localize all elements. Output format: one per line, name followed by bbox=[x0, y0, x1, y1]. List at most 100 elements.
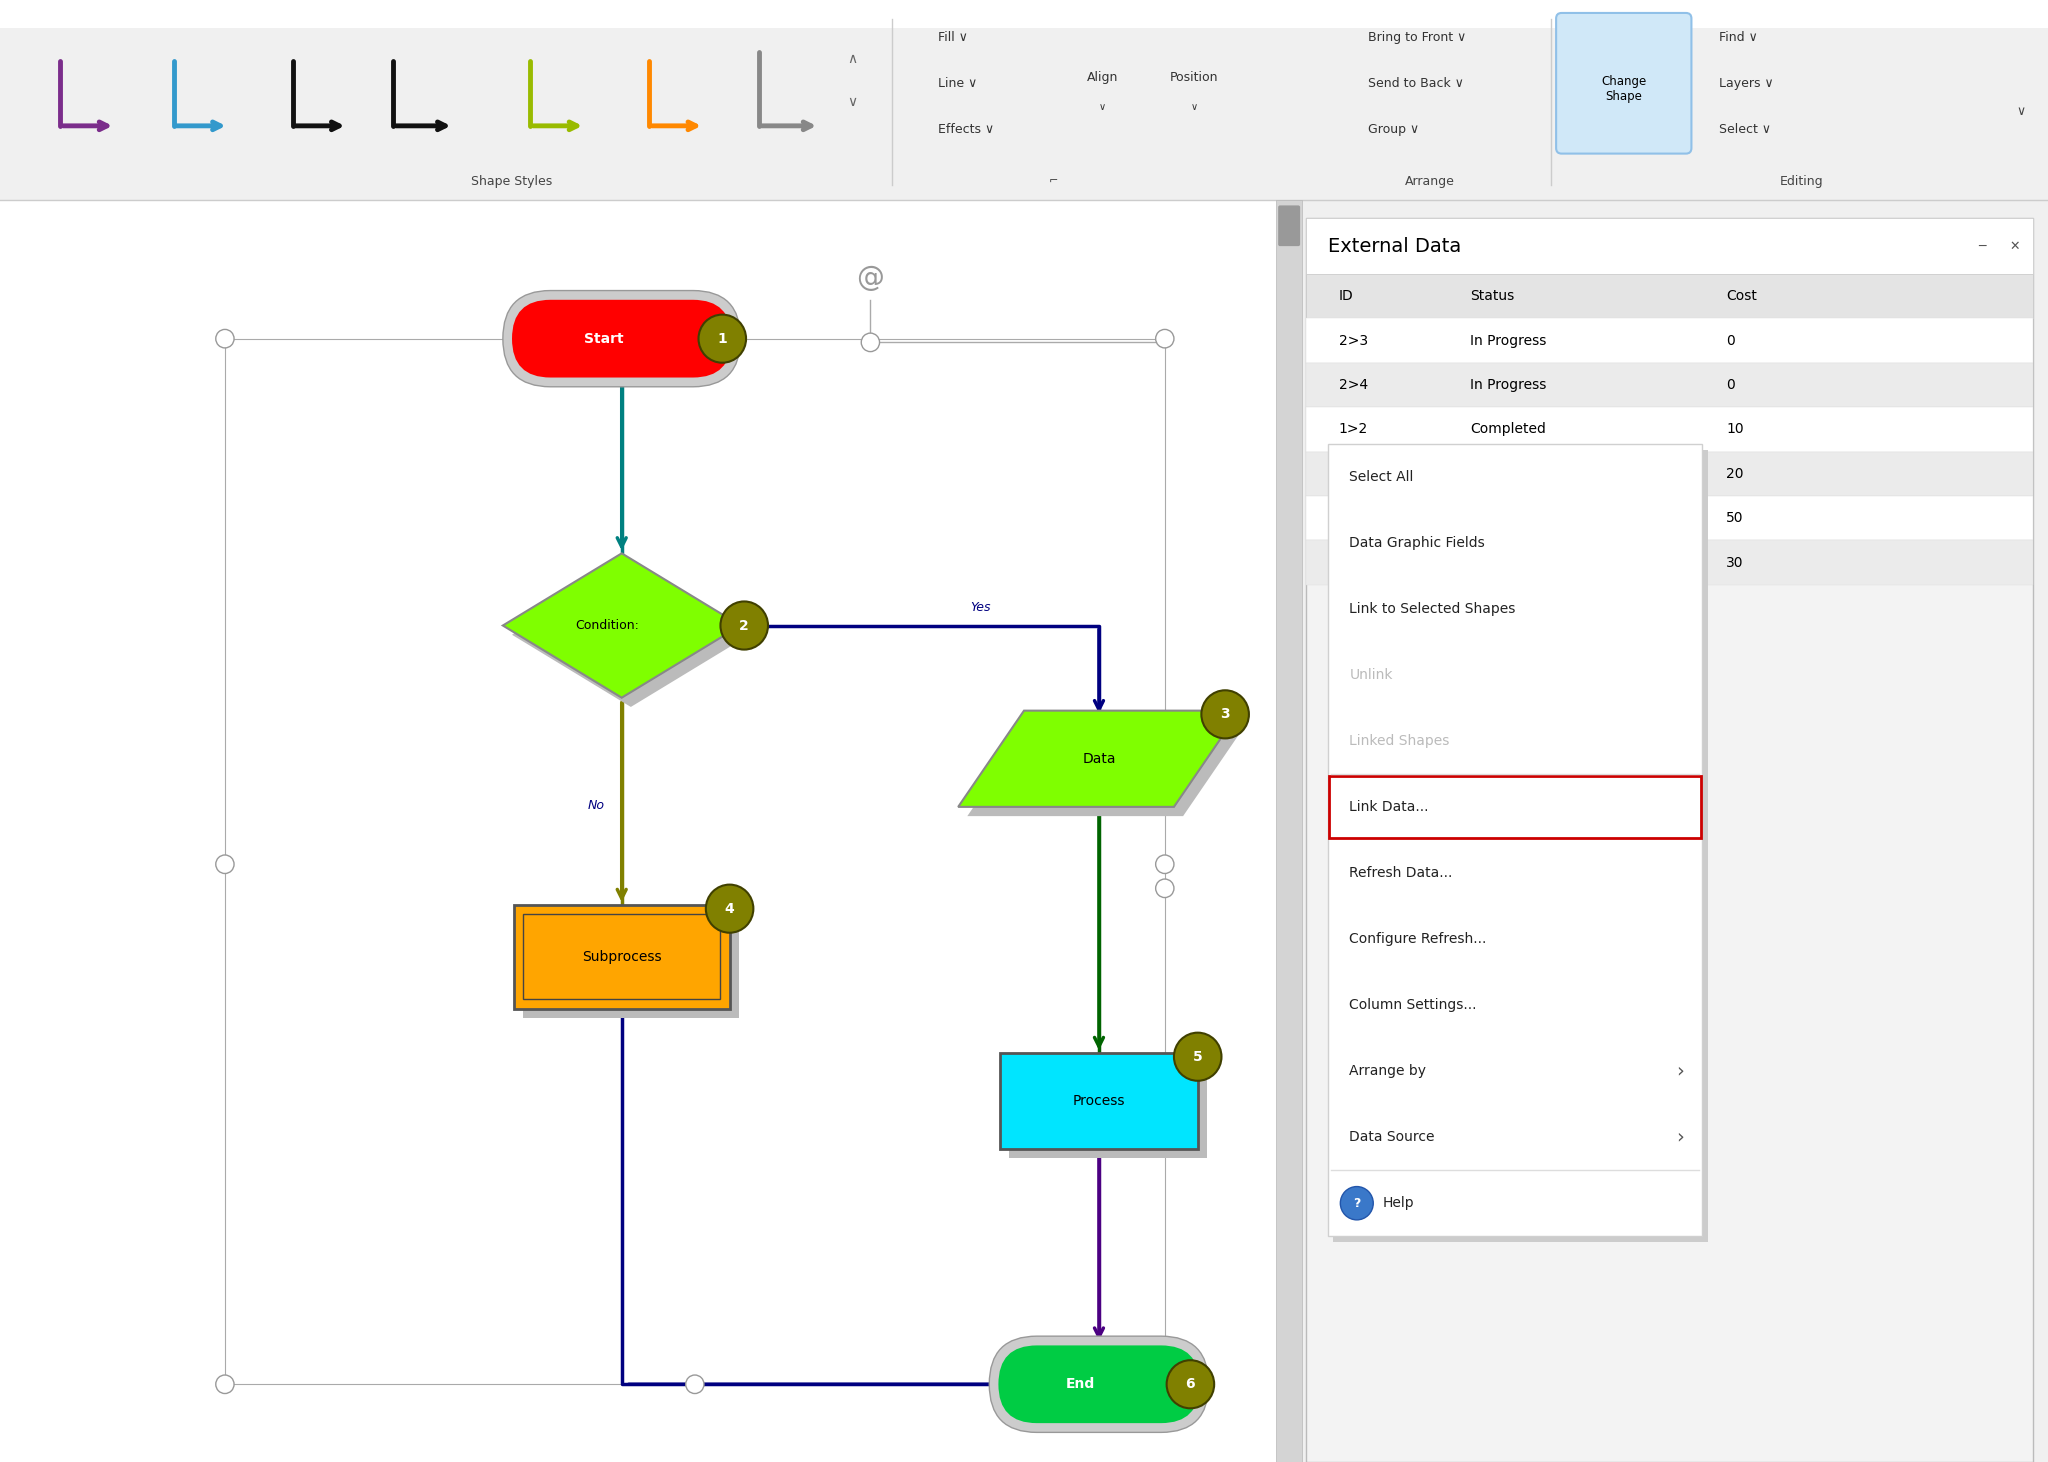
Text: Data Graphic Fields: Data Graphic Fields bbox=[1350, 537, 1485, 550]
Circle shape bbox=[1155, 1376, 1174, 1393]
Circle shape bbox=[215, 1376, 233, 1393]
Polygon shape bbox=[958, 711, 1239, 807]
Text: Arrange by: Arrange by bbox=[1350, 1064, 1427, 1077]
Text: Link to Selected Shapes: Link to Selected Shapes bbox=[1350, 602, 1516, 616]
Text: 50: 50 bbox=[1726, 512, 1743, 525]
Text: Group ∨: Group ∨ bbox=[1368, 123, 1419, 136]
Text: Status: Status bbox=[1470, 289, 1513, 303]
Text: Shape Styles: Shape Styles bbox=[471, 175, 553, 187]
FancyBboxPatch shape bbox=[514, 905, 729, 1009]
FancyBboxPatch shape bbox=[1307, 541, 2034, 585]
Circle shape bbox=[1155, 329, 1174, 348]
Text: Change
Shape: Change Shape bbox=[1602, 75, 1647, 102]
Text: ›: › bbox=[1677, 1127, 1683, 1146]
Text: ⌐: ⌐ bbox=[1049, 177, 1059, 186]
FancyBboxPatch shape bbox=[1327, 444, 1702, 1237]
Text: Bring to Front ∨: Bring to Front ∨ bbox=[1368, 31, 1466, 44]
Text: Send to Back ∨: Send to Back ∨ bbox=[1368, 77, 1464, 89]
FancyBboxPatch shape bbox=[0, 0, 2048, 200]
Text: Link Data...: Link Data... bbox=[1350, 800, 1430, 814]
Circle shape bbox=[707, 885, 754, 933]
Text: Position: Position bbox=[1169, 72, 1219, 85]
Text: Find ∨: Find ∨ bbox=[1718, 31, 1757, 44]
Text: ID: ID bbox=[1339, 289, 1354, 303]
Text: 5: 5 bbox=[1192, 1050, 1202, 1064]
FancyBboxPatch shape bbox=[1333, 450, 1708, 1241]
Text: 1: 1 bbox=[717, 332, 727, 345]
Text: Arrange: Arrange bbox=[1405, 175, 1454, 187]
Text: Data Source: Data Source bbox=[1350, 1130, 1436, 1145]
FancyBboxPatch shape bbox=[512, 300, 731, 377]
Text: ∨: ∨ bbox=[2015, 105, 2025, 117]
FancyBboxPatch shape bbox=[999, 1053, 1198, 1149]
Circle shape bbox=[1339, 1187, 1374, 1219]
Text: Start: Start bbox=[584, 332, 623, 345]
Text: Data: Data bbox=[1081, 751, 1116, 766]
Text: Effects ∨: Effects ∨ bbox=[938, 123, 993, 136]
Text: 4: 4 bbox=[725, 902, 735, 915]
Text: 1>2: 1>2 bbox=[1339, 423, 1368, 436]
Text: 10: 10 bbox=[1726, 423, 1743, 436]
FancyBboxPatch shape bbox=[1329, 776, 1700, 838]
Polygon shape bbox=[967, 719, 1249, 816]
Polygon shape bbox=[512, 563, 750, 708]
Circle shape bbox=[698, 314, 745, 363]
FancyBboxPatch shape bbox=[1307, 452, 2034, 496]
Text: ∨: ∨ bbox=[848, 95, 858, 108]
Circle shape bbox=[686, 1376, 705, 1393]
Circle shape bbox=[1167, 1360, 1214, 1408]
Circle shape bbox=[215, 329, 233, 348]
Circle shape bbox=[721, 601, 768, 649]
Text: Layers ∨: Layers ∨ bbox=[1718, 77, 1774, 89]
Text: End: End bbox=[1067, 1377, 1096, 1392]
FancyBboxPatch shape bbox=[1556, 13, 1692, 154]
Text: Process: Process bbox=[1073, 1094, 1124, 1108]
Text: Condition:: Condition: bbox=[575, 618, 639, 632]
Circle shape bbox=[1155, 879, 1174, 898]
Text: In Progress: In Progress bbox=[1470, 333, 1546, 348]
Text: ✕: ✕ bbox=[2009, 240, 2019, 253]
FancyBboxPatch shape bbox=[1278, 206, 1300, 246]
Text: Yes: Yes bbox=[971, 601, 991, 614]
FancyBboxPatch shape bbox=[0, 200, 1303, 1462]
FancyBboxPatch shape bbox=[1307, 406, 2034, 452]
Text: ∨: ∨ bbox=[1100, 102, 1106, 113]
FancyBboxPatch shape bbox=[989, 1336, 1208, 1433]
Text: Cost: Cost bbox=[1726, 289, 1757, 303]
Text: Align: Align bbox=[1087, 72, 1118, 85]
Text: Configure Refresh...: Configure Refresh... bbox=[1350, 933, 1487, 946]
FancyBboxPatch shape bbox=[1307, 363, 2034, 406]
Text: No: No bbox=[588, 798, 604, 811]
Polygon shape bbox=[504, 553, 741, 697]
FancyBboxPatch shape bbox=[1307, 273, 2034, 319]
FancyBboxPatch shape bbox=[1276, 200, 1303, 1462]
Text: Completed: Completed bbox=[1470, 423, 1546, 436]
Circle shape bbox=[215, 855, 233, 873]
Text: 2: 2 bbox=[739, 618, 750, 633]
FancyBboxPatch shape bbox=[1307, 218, 2034, 273]
FancyBboxPatch shape bbox=[1307, 319, 2034, 363]
Text: Line ∨: Line ∨ bbox=[938, 77, 977, 89]
FancyBboxPatch shape bbox=[999, 1345, 1200, 1423]
Text: Select All: Select All bbox=[1350, 471, 1413, 484]
Text: 6: 6 bbox=[1186, 1377, 1196, 1392]
Text: 0: 0 bbox=[1726, 333, 1735, 348]
Text: 30: 30 bbox=[1726, 556, 1743, 570]
FancyBboxPatch shape bbox=[1307, 496, 2034, 541]
Text: ?: ? bbox=[1354, 1197, 1360, 1209]
Text: Column Settings...: Column Settings... bbox=[1350, 999, 1477, 1012]
Text: ∨: ∨ bbox=[1190, 102, 1198, 113]
FancyBboxPatch shape bbox=[1010, 1063, 1206, 1158]
Circle shape bbox=[862, 333, 879, 352]
Circle shape bbox=[1155, 855, 1174, 873]
Text: Editing: Editing bbox=[1780, 175, 1823, 187]
Text: Fill ∨: Fill ∨ bbox=[938, 31, 969, 44]
FancyBboxPatch shape bbox=[0, 0, 2048, 28]
Text: External Data: External Data bbox=[1327, 237, 1460, 256]
FancyBboxPatch shape bbox=[1307, 218, 2034, 1462]
Text: 0: 0 bbox=[1726, 379, 1735, 392]
Text: Refresh Data...: Refresh Data... bbox=[1350, 866, 1452, 880]
FancyBboxPatch shape bbox=[504, 291, 741, 387]
Text: 2>4: 2>4 bbox=[1339, 379, 1368, 392]
Text: ∧: ∧ bbox=[848, 53, 858, 66]
